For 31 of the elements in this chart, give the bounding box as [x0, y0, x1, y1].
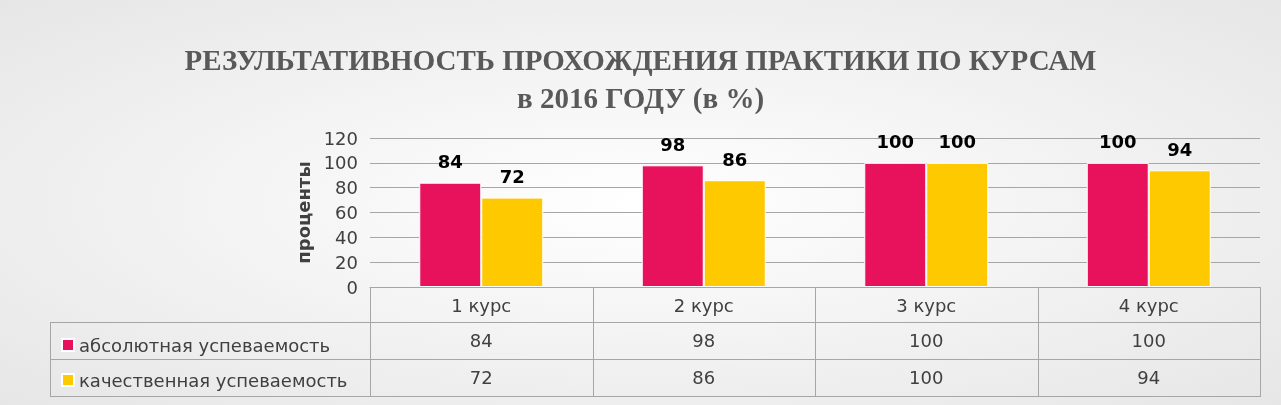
data-label: 94 — [1167, 138, 1193, 160]
data-label: 86 — [722, 148, 748, 170]
x-tick-label: 1 курс — [451, 294, 512, 316]
data-label: 100 — [1098, 131, 1137, 153]
text: 100 — [909, 330, 944, 351]
text: 100 — [909, 367, 944, 388]
text: 100 — [1131, 330, 1166, 351]
text: 84 — [469, 330, 493, 351]
data-label: 100 — [876, 131, 915, 153]
y-tick-label: 40 — [335, 226, 358, 248]
y-tick-label: 20 — [335, 251, 358, 273]
data-label: 72 — [499, 166, 525, 188]
y-tick-label: 0 — [346, 276, 358, 298]
text: 72 — [469, 367, 493, 388]
x-tick-label: 3 курс — [896, 294, 957, 316]
text: 98 — [692, 330, 716, 351]
y-axis-title: проценты — [292, 161, 314, 264]
chart-title: РЕЗУЛЬТАТИВНОСТЬ ПРОХОЖДЕНИЯ ПРАКТИКИ ПО КУРСАМ в 2016 ГОДУ (в %) — [184, 44, 1097, 115]
y-tick-label: 80 — [335, 177, 358, 199]
data-label: 98 — [660, 133, 686, 155]
data-label: 100 — [938, 131, 977, 153]
y-tick-label: 120 — [323, 127, 358, 149]
y-tick-label: 100 — [323, 152, 358, 174]
legend-label: качественная успеваемость — [79, 369, 348, 391]
text: 86 — [692, 367, 716, 388]
text: 94 — [1137, 367, 1161, 388]
data-label: 84 — [437, 151, 463, 173]
x-tick-label: 4 курс — [1118, 294, 1179, 316]
y-tick-label: 60 — [335, 202, 358, 223]
legend-label: абсолютная успеваемость — [79, 334, 331, 356]
x-tick-label: 2 курс — [673, 294, 734, 316]
